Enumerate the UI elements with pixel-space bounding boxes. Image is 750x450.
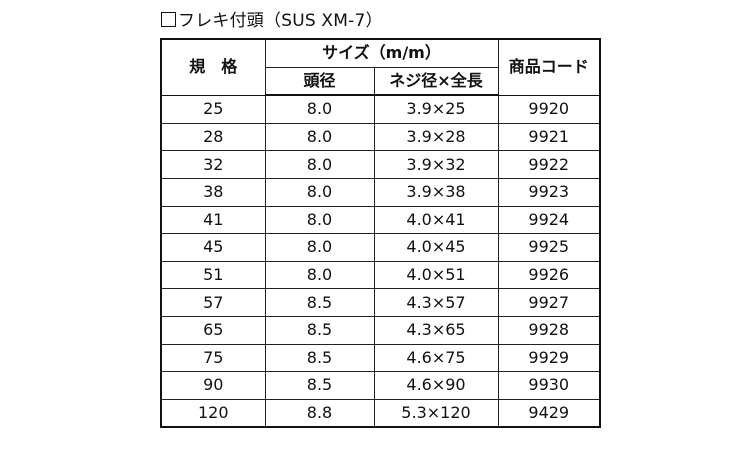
cell-head-diameter: 8.5 [264,371,375,400]
cell-spec: 28 [160,122,266,152]
cell-spec: 51 [160,260,266,290]
cell-thread-length: 4.3×65 [373,315,499,345]
header-head-diameter: 頭径 [264,66,375,97]
cell-head-diameter: 8.0 [264,94,375,124]
table-row: 41 8.0 4.0×41 9924 [160,205,601,235]
cell-product-code: 9922 [497,150,601,179]
header-product-code: 商品コード [497,38,601,96]
cell-spec: 32 [160,150,266,179]
cell-head-diameter: 8.0 [264,177,375,207]
table-row: 65 8.5 4.3×65 9928 [160,315,601,345]
cell-spec: 57 [160,288,266,317]
cell-spec: 25 [160,94,266,124]
checkbox-square-icon [161,12,176,27]
cell-product-code: 9921 [497,122,601,152]
cell-thread-length: 4.6×75 [373,343,499,373]
cell-product-code: 9927 [497,288,601,317]
cell-head-diameter: 8.5 [264,288,375,317]
cell-head-diameter: 8.5 [264,343,375,373]
cell-spec: 120 [160,398,266,428]
cell-thread-length: 3.9×38 [373,177,499,207]
cell-product-code: 9928 [497,315,601,345]
table-row: 28 8.0 3.9×28 9921 [160,122,601,152]
table-row: 75 8.5 4.6×75 9929 [160,343,601,373]
cell-spec: 45 [160,233,266,262]
header-spec: 規 格 [160,38,266,96]
cell-thread-length: 4.6×90 [373,371,499,400]
cell-head-diameter: 8.0 [264,150,375,179]
cell-spec: 90 [160,371,266,400]
cell-spec: 38 [160,177,266,207]
table-row: 51 8.0 4.0×51 9926 [160,260,601,290]
cell-product-code: 9925 [497,233,601,262]
table-title: フレキ付頭（SUS XM-7） [161,10,383,32]
cell-spec: 65 [160,315,266,345]
cell-product-code: 9930 [497,371,601,400]
table-row: 25 8.0 3.9×25 9920 [160,94,601,124]
cell-product-code: 9920 [497,94,601,124]
table-row: 32 8.0 3.9×32 9922 [160,150,601,179]
table-row: 45 8.0 4.0×45 9925 [160,233,601,262]
table-title-text: フレキ付頭（SUS XM-7） [178,11,383,31]
cell-product-code: 9929 [497,343,601,373]
cell-thread-length: 3.9×28 [373,122,499,152]
cell-thread-length: 5.3×120 [373,398,499,428]
cell-thread-length: 4.0×51 [373,260,499,290]
cell-product-code: 9926 [497,260,601,290]
table-row: 38 8.0 3.9×38 9923 [160,177,601,207]
spec-table: 規 格 サイズ（m/m） 商品コード 頭径 ネジ径×全長 25 8.0 3.9×25… [160,38,601,429]
cell-thread-length: 4.0×45 [373,233,499,262]
cell-head-diameter: 8.5 [264,315,375,345]
cell-spec: 41 [160,205,266,235]
table-row: 120 8.8 5.3×120 9429 [160,398,601,428]
cell-thread-length: 4.3×57 [373,288,499,317]
header-thread-length: ネジ径×全長 [373,66,499,97]
table-row: 57 8.5 4.3×57 9927 [160,288,601,317]
table-header: 規 格 サイズ（m/m） 商品コード 頭径 ネジ径×全長 [160,38,601,97]
cell-thread-length: 3.9×25 [373,94,499,124]
cell-head-diameter: 8.8 [264,398,375,428]
cell-thread-length: 3.9×32 [373,150,499,179]
cell-thread-length: 4.0×41 [373,205,499,235]
cell-head-diameter: 8.0 [264,233,375,262]
cell-head-diameter: 8.0 [264,122,375,152]
cell-head-diameter: 8.0 [264,205,375,235]
cell-product-code: 9924 [497,205,601,235]
cell-product-code: 9429 [497,398,601,428]
cell-spec: 75 [160,343,266,373]
cell-product-code: 9923 [497,177,601,207]
table-body: 25 8.0 3.9×25 9920 28 8.0 3.9×28 9921 32 8.0 3.9×3… [160,94,601,428]
table-row: 90 8.5 4.6×90 9930 [160,371,601,400]
cell-head-diameter: 8.0 [264,260,375,290]
header-size-group: サイズ（m/m） [264,38,499,68]
